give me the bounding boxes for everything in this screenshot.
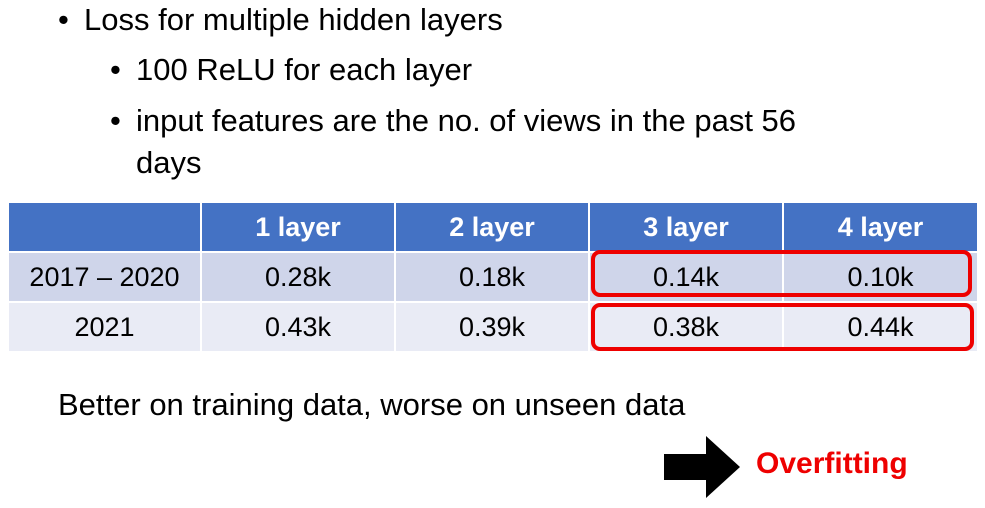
header-cell-3-layer: 3 layer [588, 201, 784, 253]
header-cell-2-layer: 2 layer [394, 201, 590, 253]
table-cell: 0.28k [200, 251, 396, 303]
row-label-cell: 2017 – 2020 [7, 251, 202, 303]
loss-table: 1 layer 2 layer 3 layer 4 layer 2017 – 2… [7, 201, 979, 353]
bullet-marker: • [58, 2, 69, 37]
table-row: 2021 0.43k 0.39k 0.38k 0.44k [7, 301, 979, 353]
table-cell: 0.44k [782, 301, 979, 353]
bullet-text: Loss for multiple hidden layers [84, 2, 503, 37]
table-cell: 0.38k [588, 301, 784, 353]
bullet-text: 100 ReLU for each layer [136, 52, 473, 87]
header-cell-1-layer: 1 layer [200, 201, 396, 253]
conclusion-text: Better on training data, worse on unseen… [58, 387, 686, 422]
header-cell-4-layer: 4 layer [782, 201, 979, 253]
table-cell: 0.39k [394, 301, 590, 353]
table-cell: 0.43k [200, 301, 396, 353]
highlight-box-row-2017-2020 [591, 250, 972, 297]
bullet-continuation-text: days [136, 145, 202, 180]
table-cell: 0.18k [394, 251, 590, 303]
highlight-box-row-2021 [591, 303, 974, 351]
bullet-text: input features are the no. of views in t… [136, 103, 797, 138]
overfitting-label: Overfitting [756, 447, 908, 480]
table-header-row: 1 layer 2 layer 3 layer 4 layer [7, 201, 979, 253]
header-cell-empty [7, 201, 202, 253]
row-label-cell: 2021 [7, 301, 202, 353]
bullet-marker: • [110, 52, 121, 87]
bullet-marker: • [110, 103, 121, 138]
right-arrow-icon [664, 436, 740, 498]
